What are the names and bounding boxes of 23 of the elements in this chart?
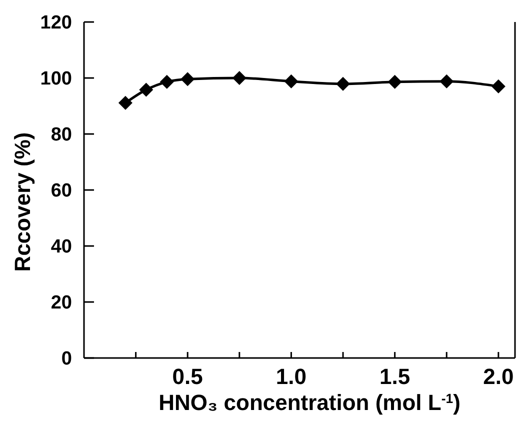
x-tick-label: 2.0: [483, 364, 514, 389]
point: [139, 82, 154, 97]
y-tick-label: 80: [50, 124, 72, 146]
point: [388, 74, 402, 89]
y-tick-label: 60: [50, 180, 72, 202]
point: [440, 74, 454, 88]
point: [232, 71, 246, 85]
y-axis-title: Rccovery (%): [10, 132, 35, 272]
point: [284, 74, 298, 88]
y-tick-label: 40: [50, 236, 72, 258]
point: [491, 79, 506, 94]
point: [160, 74, 174, 89]
point: [118, 96, 132, 110]
point: [180, 72, 195, 86]
y-tick-label: 120: [40, 12, 72, 34]
x-axis-title: HNO₃ concentration (mol L$^{-1}$): [158, 390, 460, 415]
y-tick-label: 100: [40, 68, 72, 90]
y-tick-label: 20: [50, 292, 72, 314]
x-tick-label: 0.5: [172, 364, 203, 389]
point: [336, 76, 350, 91]
x-tick-label: 1.0: [276, 364, 307, 389]
x-tick-label: 1.5: [380, 364, 410, 389]
y-tick-label: 0: [61, 348, 72, 370]
